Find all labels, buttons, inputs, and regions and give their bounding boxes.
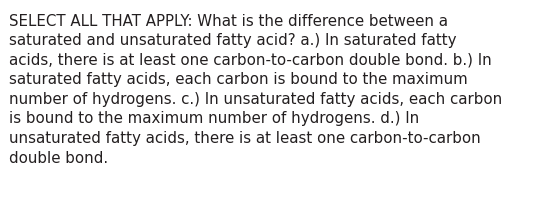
Text: SELECT ALL THAT APPLY: What is the difference between a
saturated and unsaturate: SELECT ALL THAT APPLY: What is the diffe… <box>9 14 502 166</box>
